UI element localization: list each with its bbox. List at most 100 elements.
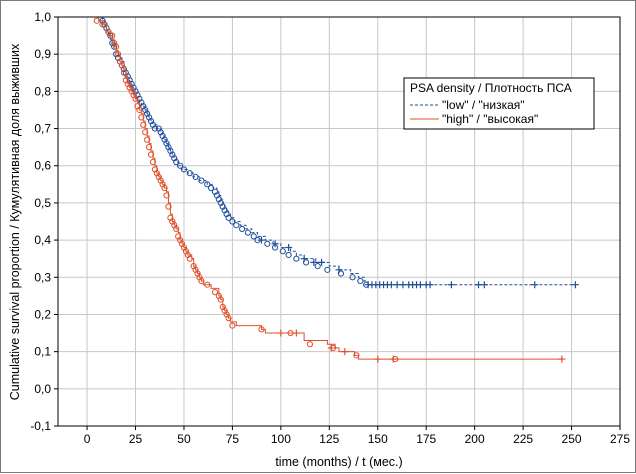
event-marker	[140, 121, 147, 128]
event-marker	[229, 322, 236, 329]
event-marker	[147, 151, 155, 158]
event-marker	[149, 158, 157, 166]
event-marker	[99, 21, 106, 28]
event-marker	[120, 69, 127, 76]
event-marker	[109, 32, 116, 39]
event-marker	[207, 184, 215, 192]
event-marker	[337, 270, 345, 277]
event-marker	[302, 259, 310, 266]
censored-marker	[310, 258, 318, 266]
event-marker	[113, 43, 120, 50]
x-tick-label: 0	[84, 432, 91, 446]
y-tick-label: 0,7	[34, 122, 51, 136]
x-axis-title: time (months) / t (мес.)	[275, 455, 402, 469]
censored-marker	[257, 236, 265, 244]
event-marker	[198, 177, 205, 184]
x-tick-label: 125	[319, 432, 339, 446]
y-tick-label: 0,3	[34, 270, 51, 284]
event-marker	[186, 255, 193, 262]
legend: PSA density / Плотность ПСА "low" / "низ…	[403, 77, 595, 130]
y-tick-label: 0,2	[34, 307, 51, 321]
y-tick-label: 0,6	[34, 159, 51, 173]
censored-marker	[480, 281, 488, 289]
x-tick-label: 100	[271, 432, 291, 446]
event-marker	[198, 277, 205, 285]
event-marker	[173, 158, 180, 166]
x-tick-label: 250	[562, 432, 582, 446]
event-marker	[258, 326, 265, 333]
event-marker	[225, 214, 232, 221]
event-marker	[111, 43, 118, 50]
event-marker	[192, 173, 199, 180]
event-marker	[105, 28, 112, 35]
series-line	[92, 16, 562, 360]
event-marker	[314, 263, 321, 270]
series-layer	[87, 16, 579, 363]
event-marker	[186, 170, 193, 177]
event-marker	[136, 106, 143, 114]
censored-marker	[335, 266, 343, 274]
event-marker	[161, 184, 168, 192]
event-marker	[144, 136, 151, 143]
event-marker	[217, 296, 224, 303]
censored-marker	[558, 355, 566, 363]
event-marker	[173, 225, 180, 233]
event-marker	[204, 281, 211, 288]
event-marker	[211, 289, 219, 296]
y-tick-label: 0,9	[34, 47, 51, 61]
event-marker	[279, 248, 286, 255]
event-marker	[239, 225, 246, 233]
y-tick-label: 0,5	[34, 196, 51, 210]
event-marker	[145, 144, 153, 151]
x-tick-label: 275	[610, 432, 630, 446]
y-tick-label: -0,1	[30, 419, 51, 433]
censored-marker	[374, 355, 382, 363]
censored-marker	[571, 281, 579, 289]
x-tick-label: 175	[416, 432, 436, 446]
event-marker	[244, 229, 252, 236]
censored-marker	[327, 344, 335, 352]
legend-title: PSA density / Плотность ПСА	[410, 81, 572, 95]
plot-frame	[57, 16, 621, 427]
y-tick-label: 0,1	[34, 345, 51, 359]
x-tick-label: 200	[465, 432, 485, 446]
event-marker	[250, 233, 257, 240]
event-marker	[353, 352, 360, 359]
event-marker	[357, 277, 364, 285]
event-marker	[293, 255, 300, 262]
event-marker	[114, 51, 122, 58]
event-marker	[285, 251, 292, 259]
event-marker	[118, 62, 126, 69]
x-tick-label: 75	[226, 432, 240, 446]
censored-marker	[277, 329, 285, 337]
event-marker	[93, 17, 100, 24]
event-marker	[264, 240, 271, 247]
event-marker	[324, 266, 331, 273]
censored-marker	[292, 329, 300, 337]
y-tick-label: 0,4	[34, 233, 51, 247]
event-marker	[306, 341, 314, 348]
censored-marker	[341, 348, 349, 356]
event-marker	[229, 218, 236, 225]
y-tick-label: 1,0	[34, 10, 51, 24]
event-marker	[204, 181, 211, 188]
x-tick-label: 25	[129, 432, 143, 446]
censored-marker	[447, 281, 455, 289]
censored-marker	[300, 255, 308, 263]
censored-marker	[426, 281, 434, 289]
censored-marker	[318, 258, 326, 266]
event-marker	[163, 192, 170, 199]
event-marker	[142, 129, 149, 136]
legend-label-low: "low" / "низкая"	[442, 98, 525, 112]
event-marker	[138, 114, 145, 121]
censored-marker	[531, 281, 539, 289]
event-marker	[165, 203, 172, 210]
event-marker	[233, 222, 240, 229]
y-tick-label: 0,8	[34, 84, 51, 98]
event-marker	[225, 315, 232, 322]
x-tick-label: 225	[513, 432, 533, 446]
censored-marker	[285, 244, 293, 252]
series-1	[92, 16, 566, 363]
y-tick-label: 0,0	[34, 382, 51, 396]
